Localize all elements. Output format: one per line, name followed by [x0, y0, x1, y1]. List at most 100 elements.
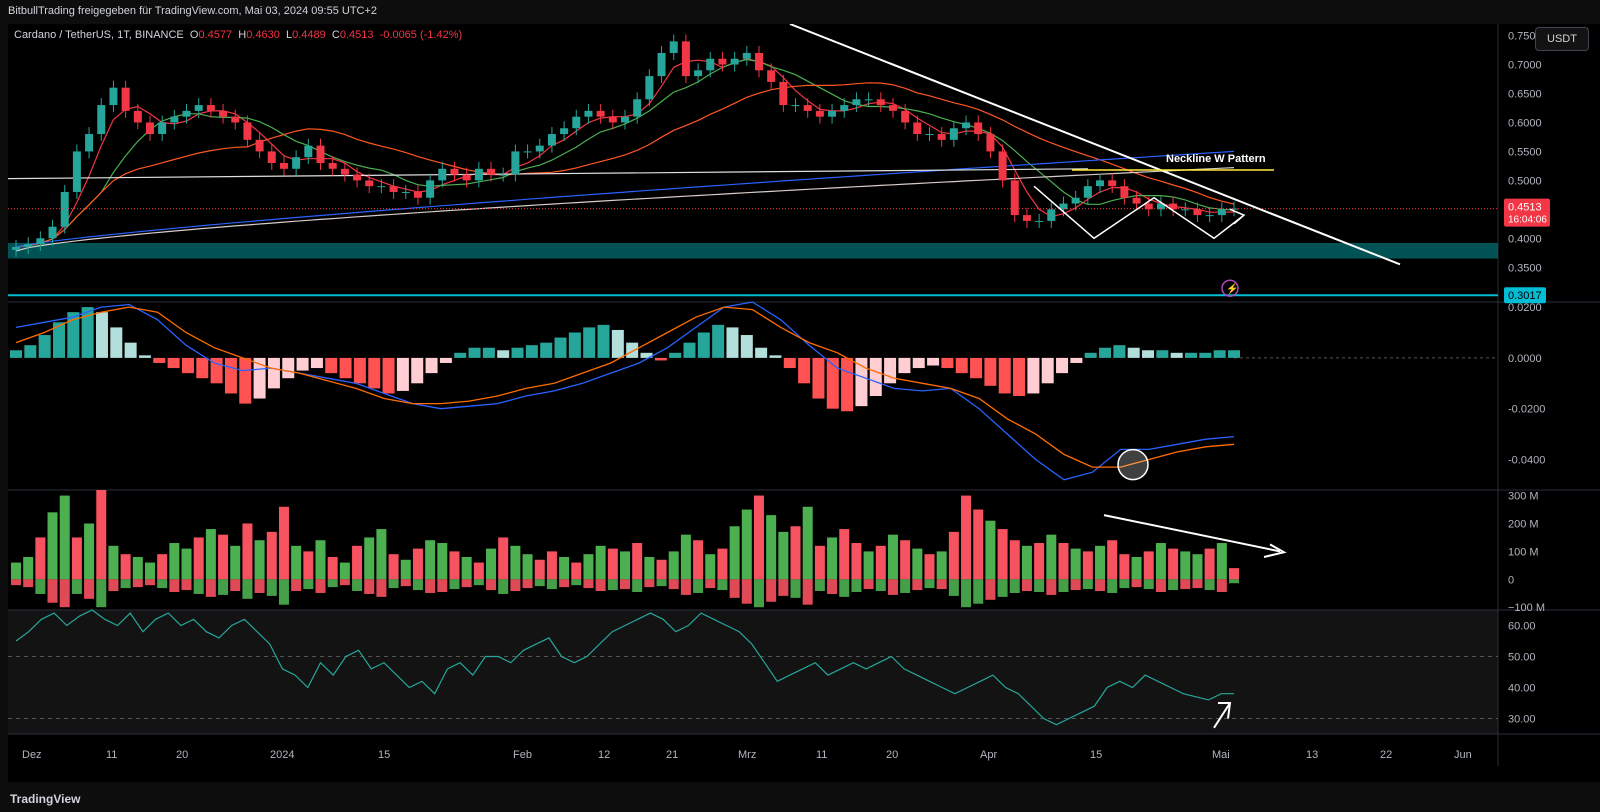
volume-bar: [766, 515, 777, 580]
volume-bar: [1095, 545, 1106, 580]
volume-bar: [120, 554, 131, 580]
macd-histogram-bar: [296, 357, 309, 371]
time-tick-label: 11: [816, 749, 827, 761]
volume-bar: [59, 495, 70, 580]
volume-bar: [1107, 540, 1118, 580]
macd-histogram-bar: [712, 324, 725, 358]
candle-body: [706, 58, 715, 71]
macd-histogram-bar: [740, 335, 753, 358]
volume-delta-bar: [827, 579, 838, 594]
time-tick-label: 20: [886, 749, 898, 761]
macd-histogram-bar: [726, 327, 739, 358]
chart-area[interactable]: Neckline W Pattern 0.7500 0.7000 0.6500 0.60…: [7, 23, 1600, 782]
volume-bar: [242, 523, 253, 580]
volume-bar: [193, 537, 204, 580]
candle-body: [876, 99, 885, 106]
candle-body: [316, 145, 325, 163]
volume-delta-bar: [59, 579, 70, 608]
volume-delta-bar: [583, 579, 594, 589]
candle-body: [1144, 203, 1153, 210]
volume-bar: [644, 556, 655, 580]
volume-bar: [303, 551, 314, 580]
volume-delta-bar: [912, 579, 923, 591]
macd-tick-label: -0.0200: [1508, 404, 1545, 416]
volume-bar: [607, 548, 618, 580]
volume-bar: [851, 543, 862, 580]
macd-histogram-bar: [425, 357, 438, 374]
volume-bar: [1070, 548, 1081, 580]
volume-delta-bar: [498, 579, 509, 594]
candle-body: [1181, 209, 1190, 211]
volume-bar: [157, 554, 168, 580]
volume-delta-bar: [1082, 579, 1093, 590]
chart-svg[interactable]: Neckline W Pattern 0.7500 0.7000 0.6500 0.60…: [7, 23, 1600, 782]
candle-body: [962, 122, 971, 129]
macd-histogram-bar: [869, 357, 882, 396]
volume-bar: [924, 554, 935, 580]
volume-bar: [717, 548, 728, 580]
descending-trendline: [789, 23, 1401, 266]
volume-delta-bar: [193, 579, 204, 594]
price-tick-label: 0.7500: [1508, 31, 1542, 43]
macd-histogram-bar: [554, 337, 567, 358]
candle-body: [377, 186, 386, 188]
macd-histogram-bar: [124, 342, 137, 358]
macd-histogram-bar: [540, 342, 553, 358]
volume-delta-bar: [753, 579, 764, 608]
candle-body: [608, 116, 617, 123]
volume-bar: [534, 559, 545, 580]
volume-bar: [1155, 543, 1166, 580]
candle-body: [560, 128, 569, 135]
volume-bar: [912, 548, 923, 580]
candle-body: [24, 244, 33, 247]
volume-arrowhead: [1263, 543, 1287, 558]
last-price-badge-value: 0.4513: [1508, 202, 1542, 214]
candle-body: [803, 105, 812, 111]
volume-delta-bar: [303, 579, 314, 590]
volume-bar: [230, 545, 241, 580]
volume-bar: [741, 509, 752, 580]
currency-button[interactable]: USDT: [1535, 27, 1589, 51]
macd-histogram-bar: [525, 345, 538, 358]
volume-delta-bar: [644, 579, 655, 588]
volume-bar: [498, 537, 509, 580]
candle-body: [304, 145, 313, 158]
macd-histogram-bar: [783, 357, 796, 369]
macd-histogram-bar: [826, 357, 839, 409]
volume-bar: [71, 537, 82, 580]
neckline-label: Neckline W Pattern: [1166, 153, 1266, 165]
candle-body: [949, 128, 958, 140]
volume-delta-bar: [254, 579, 265, 593]
candle-body: [669, 41, 678, 53]
candle-body: [389, 186, 398, 192]
volume-delta-bar: [705, 579, 716, 589]
volume-bar: [571, 562, 582, 580]
candle-body: [121, 87, 130, 111]
volume-delta-bar: [875, 579, 886, 592]
macd-histogram-bar: [1185, 352, 1198, 358]
volume-delta-bar: [1021, 579, 1032, 592]
candle-body: [888, 105, 897, 111]
volume-bar: [84, 523, 95, 580]
macd-histogram-bar: [353, 357, 366, 384]
volume-delta-bar: [47, 579, 58, 603]
volume-bar: [900, 540, 911, 580]
volume-delta-bar: [278, 579, 289, 605]
candle-body: [340, 168, 349, 175]
candle-body: [12, 246, 20, 250]
candle-body: [85, 134, 94, 152]
volume-delta-bar: [522, 579, 533, 589]
volume-delta-bar: [218, 579, 229, 595]
volume-delta-bar: [181, 579, 192, 591]
candle-body: [1108, 180, 1117, 187]
candle-body: [791, 105, 800, 107]
time-tick-label: 20: [176, 749, 188, 761]
volume-bar: [449, 551, 460, 580]
macd-histogram-bar: [454, 352, 467, 358]
price-tick-label: 0.7000: [1508, 60, 1542, 72]
macd-histogram-bar: [10, 350, 22, 358]
macd-histogram-bar: [95, 312, 108, 358]
volume-bar: [753, 495, 764, 580]
macd-histogram-bar: [325, 357, 338, 374]
time-tick-label: 13: [1306, 749, 1318, 761]
